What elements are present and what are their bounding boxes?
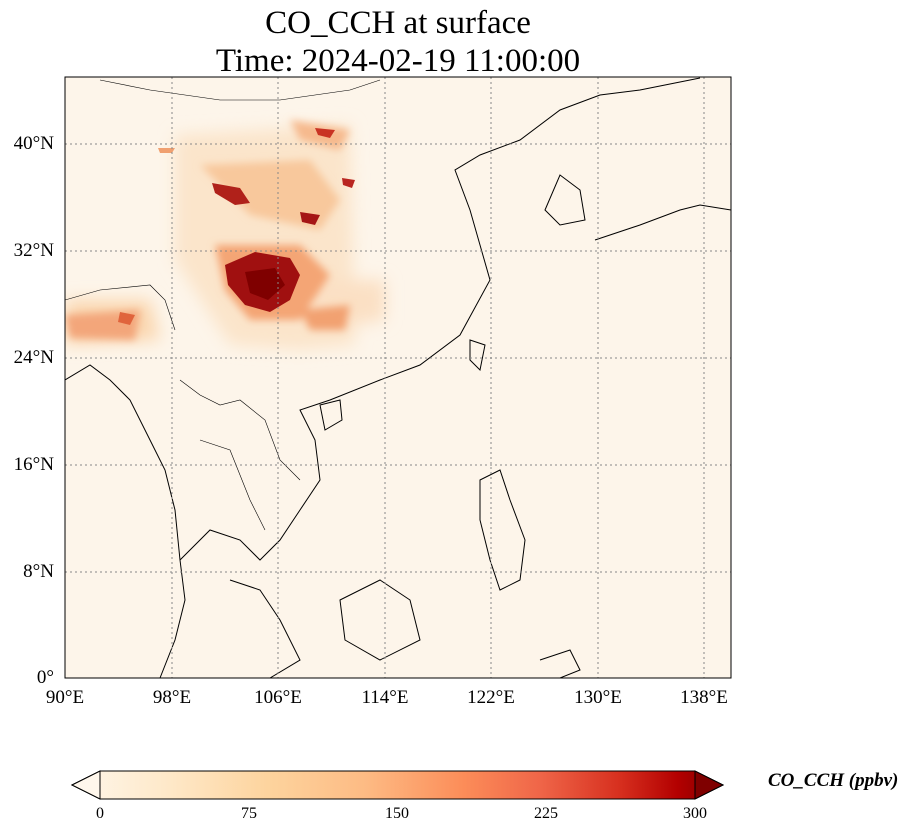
map-field: [65, 77, 731, 678]
lon-tick-114e: 114°E: [361, 687, 409, 708]
map-title: CO_CCH at surface: [265, 5, 531, 41]
colorbar-label: CO_CCH (ppbv): [768, 770, 899, 791]
lat-tick-40n: 40°N: [13, 133, 54, 154]
country-borders: [65, 79, 381, 531]
colorbar-tick-0: 0: [96, 805, 104, 822]
colorbar: [70, 770, 725, 800]
lon-tick-98e: 98°E: [152, 687, 192, 708]
lon-tick-130e: 130°E: [574, 687, 622, 708]
colorbar-body: [70, 770, 725, 800]
colorbar-max-arrow: [694, 770, 725, 800]
lat-tick-16n: 16°N: [13, 454, 54, 475]
lon-tick-122e: 122°E: [467, 687, 515, 708]
coastlines: [65, 77, 731, 678]
lat-tick-24n: 24°N: [13, 347, 54, 368]
co-plume-high: [118, 128, 355, 325]
colorbar-tick-300: 300: [683, 805, 707, 822]
lat-tick-0: 0°: [36, 667, 54, 688]
lat-tick-8n: 8°N: [23, 561, 54, 582]
lon-tick-90e: 90°E: [45, 687, 85, 708]
colorbar-tick-75: 75: [241, 805, 257, 822]
gridlines: [65, 77, 731, 678]
lat-tick-32n: 32°N: [13, 240, 54, 261]
map-background: [65, 77, 731, 678]
map-subtitle-time: Time: 2024-02-19 11:00:00: [215, 43, 581, 79]
colorbar-min-arrow: [70, 770, 101, 800]
colorbar-tick-225: 225: [534, 805, 558, 822]
lon-tick-106e: 106°E: [254, 687, 302, 708]
map-frame: [64, 76, 732, 679]
colorbar-tick-150: 150: [385, 805, 409, 822]
lon-tick-138e: 138°E: [680, 687, 728, 708]
